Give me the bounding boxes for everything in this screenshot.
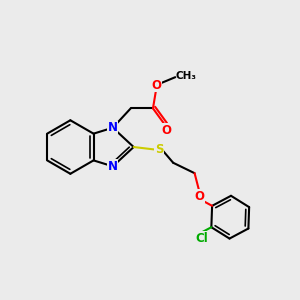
Text: Cl: Cl (195, 232, 208, 245)
Text: CH₃: CH₃ (175, 71, 196, 81)
Text: N: N (108, 160, 118, 173)
Text: N: N (108, 121, 118, 134)
Text: O: O (194, 190, 204, 203)
Text: O: O (151, 79, 161, 92)
Text: O: O (161, 124, 171, 136)
Text: S: S (155, 143, 164, 156)
